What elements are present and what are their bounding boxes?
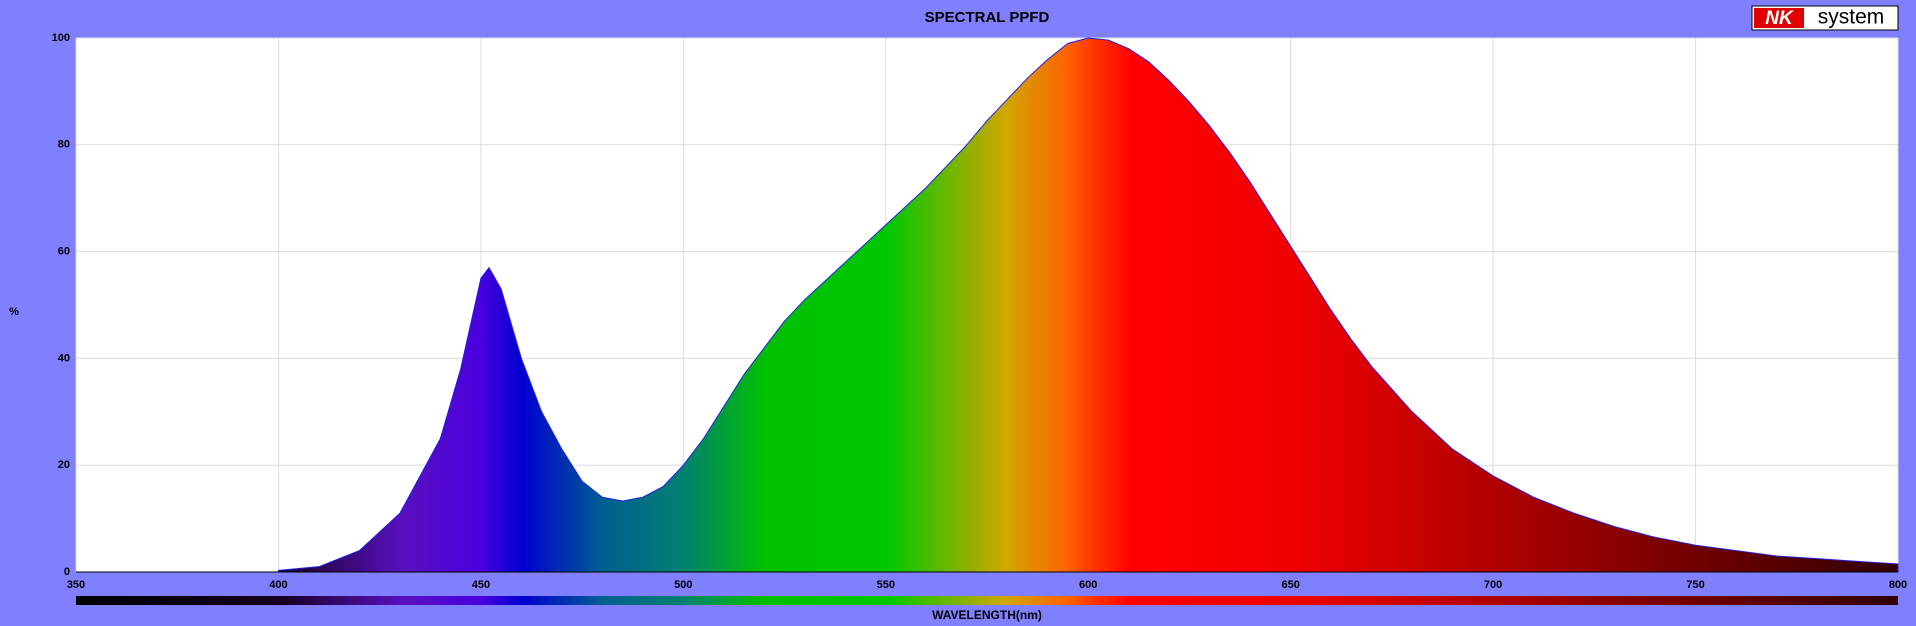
x-tick-label: 600 (1079, 579, 1097, 591)
y-tick-label: 60 (58, 246, 70, 258)
y-tick-label: 0 (64, 566, 70, 578)
x-tick-label: 750 (1686, 579, 1704, 591)
x-tick-label: 450 (472, 579, 490, 591)
y-tick-label: 40 (58, 352, 70, 364)
x-tick-label: 800 (1889, 579, 1907, 591)
x-tick-label: 500 (674, 579, 692, 591)
y-tick-label: 100 (52, 32, 70, 44)
area (277, 37, 1899, 573)
y-tick-label: 20 (58, 459, 70, 471)
x-tick-label: 700 (1484, 579, 1502, 591)
x-tick-label: 550 (877, 579, 895, 591)
y-axis-label: % (9, 306, 19, 318)
logo-box (1754, 8, 1804, 28)
logo-left: NK (1765, 8, 1794, 29)
logo-right: system (1818, 6, 1885, 29)
x-tick-label: 650 (1281, 579, 1299, 591)
x-tick-label: 400 (269, 579, 287, 591)
x-tick-label: 350 (67, 579, 85, 591)
y-tick-label: 80 (58, 139, 70, 151)
spectrum-bar (76, 596, 1898, 605)
x-axis-label: WAVELENGTH(nm) (932, 608, 1042, 622)
chart-title: SPECTRAL PPFD (925, 9, 1050, 26)
logo: NK system (1751, 5, 1899, 31)
